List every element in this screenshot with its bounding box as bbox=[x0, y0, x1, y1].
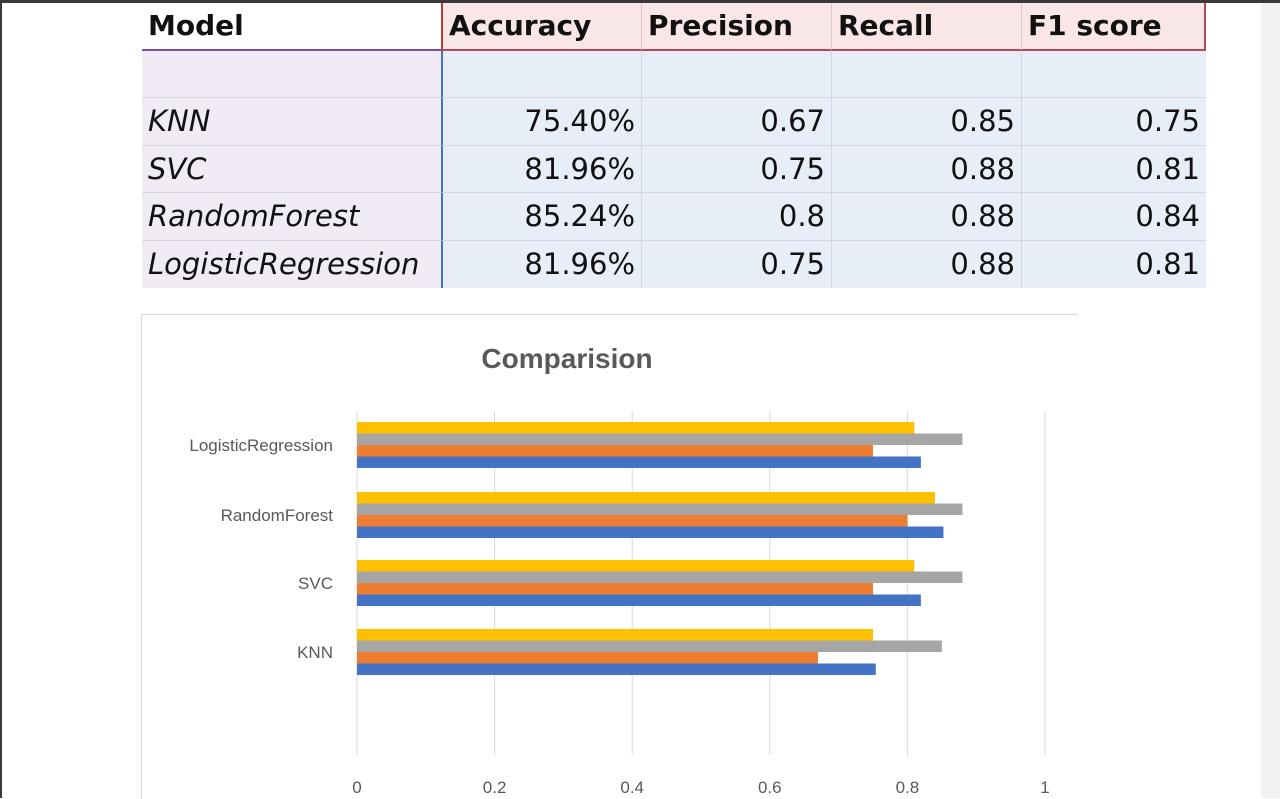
bar bbox=[357, 503, 963, 515]
window-left-border bbox=[0, 0, 2, 798]
bar bbox=[357, 594, 921, 606]
model-name-cell: RandomForest bbox=[142, 193, 441, 241]
precision-cell: 0.8 bbox=[641, 193, 831, 241]
table-cell bbox=[441, 50, 641, 98]
header-precision: Precision bbox=[641, 3, 831, 51]
f1-score-cell: 0.84 bbox=[1021, 193, 1206, 241]
bar bbox=[357, 445, 873, 457]
x-tick-labels: 0 0.2 0.4 0.6 0.8 1 bbox=[352, 778, 1049, 797]
bar bbox=[357, 433, 963, 445]
accuracy-cell: 75.40% bbox=[441, 98, 641, 146]
accuracy-cell: 85.24% bbox=[441, 193, 641, 241]
category-label: LogisticRegression bbox=[189, 436, 333, 455]
table-cell bbox=[641, 50, 831, 98]
table-empty-row bbox=[142, 50, 1206, 98]
model-name-cell: LogisticRegression bbox=[142, 240, 441, 288]
category-label: SVC bbox=[298, 574, 333, 593]
header-model: Model bbox=[142, 3, 441, 51]
bar bbox=[357, 515, 908, 527]
model-name-cell: SVC bbox=[142, 145, 441, 193]
table-row: KNN 75.40% 0.67 0.85 0.75 bbox=[142, 98, 1206, 146]
bar bbox=[357, 526, 944, 538]
bars-group bbox=[357, 422, 963, 675]
bar bbox=[357, 492, 935, 504]
category-label: KNN bbox=[297, 643, 333, 662]
table-row: RandomForest 85.24% 0.8 0.88 0.84 bbox=[142, 193, 1206, 241]
results-table: Model Accuracy Precision Recall F1 score… bbox=[142, 3, 1206, 288]
comparison-bar-chart: Comparision KNN SVC RandomForest LogisticRe… bbox=[189, 343, 1049, 797]
bar bbox=[357, 629, 873, 641]
bar bbox=[357, 422, 915, 434]
recall-cell: 0.85 bbox=[831, 98, 1021, 146]
accuracy-cell: 81.96% bbox=[441, 240, 641, 288]
table-cell bbox=[831, 50, 1021, 98]
x-tick-label: 0 bbox=[352, 778, 361, 797]
table-row: SVC 81.96% 0.75 0.88 0.81 bbox=[142, 145, 1206, 193]
scrollbar-track[interactable] bbox=[1261, 3, 1280, 798]
model-name-cell: KNN bbox=[142, 98, 441, 146]
recall-cell: 0.88 bbox=[831, 240, 1021, 288]
table-row: LogisticRegression 81.96% 0.75 0.88 0.81 bbox=[142, 240, 1206, 288]
f1-score-cell: 0.81 bbox=[1021, 145, 1206, 193]
table-cell bbox=[142, 50, 441, 98]
x-tick-label: 0.6 bbox=[758, 778, 782, 797]
bar bbox=[357, 640, 942, 652]
gridlines bbox=[356, 411, 1046, 755]
bar bbox=[357, 560, 915, 572]
precision-cell: 0.67 bbox=[641, 98, 831, 146]
f1-score-cell: 0.75 bbox=[1021, 98, 1206, 146]
bar bbox=[357, 652, 818, 664]
table-cell bbox=[1021, 50, 1206, 98]
chart-area: Comparision KNN SVC RandomForest LogisticRe… bbox=[141, 314, 1078, 799]
bar bbox=[357, 571, 963, 583]
recall-cell: 0.88 bbox=[831, 193, 1021, 241]
category-label: RandomForest bbox=[221, 506, 334, 525]
bar bbox=[357, 456, 921, 468]
x-tick-label: 0.8 bbox=[896, 778, 920, 797]
f1-score-cell: 0.81 bbox=[1021, 240, 1206, 288]
accuracy-cell: 81.96% bbox=[441, 145, 641, 193]
x-tick-label: 0.4 bbox=[620, 778, 644, 797]
chart-title: Comparision bbox=[481, 343, 652, 374]
category-labels: KNN SVC RandomForest LogisticRegression bbox=[189, 436, 333, 662]
window-top-border bbox=[0, 0, 1280, 3]
bar bbox=[357, 583, 873, 595]
precision-cell: 0.75 bbox=[641, 240, 831, 288]
bar bbox=[357, 663, 876, 675]
x-tick-label: 1 bbox=[1040, 778, 1049, 797]
header-accuracy: Accuracy bbox=[441, 3, 641, 51]
header-f1-score: F1 score bbox=[1021, 3, 1206, 51]
x-tick-label: 0.2 bbox=[483, 778, 507, 797]
recall-cell: 0.88 bbox=[831, 145, 1021, 193]
precision-cell: 0.75 bbox=[641, 145, 831, 193]
table-header-row: Model Accuracy Precision Recall F1 score bbox=[142, 3, 1206, 51]
header-recall: Recall bbox=[831, 3, 1021, 51]
